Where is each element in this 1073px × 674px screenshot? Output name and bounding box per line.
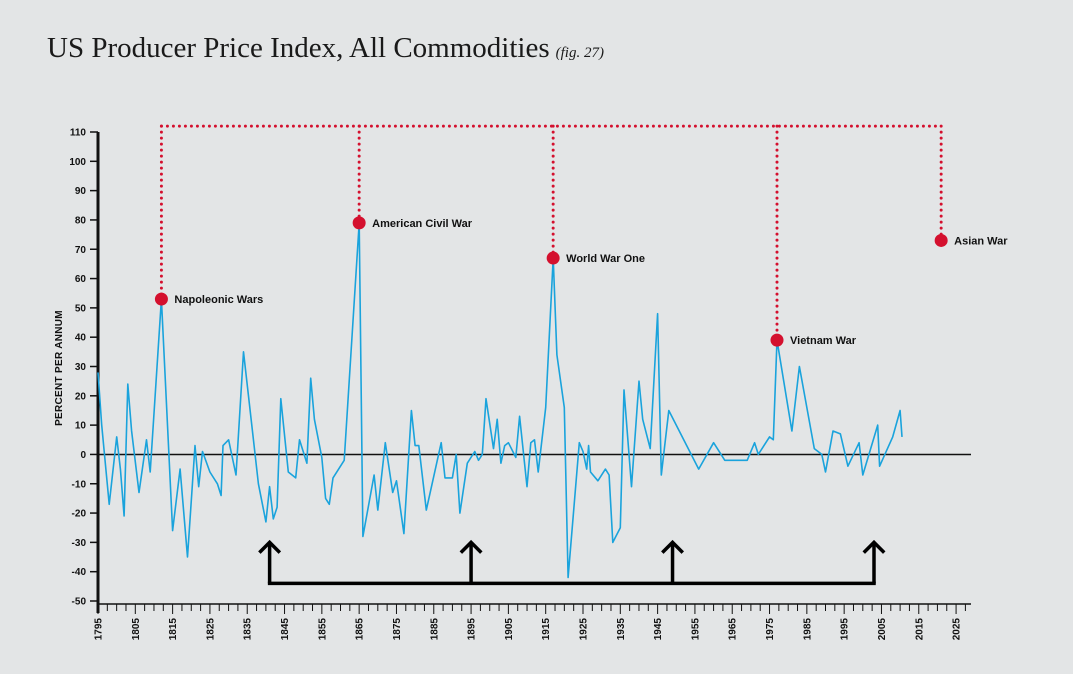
y-tick-label: 30 (75, 362, 87, 373)
x-tick-label: 1885 (429, 618, 440, 641)
y-tick-label: 20 (75, 391, 87, 402)
event-marker (154, 292, 168, 306)
y-tick-label: 90 (75, 186, 87, 197)
cycle-arrow-head (258, 539, 282, 554)
event-marker (934, 233, 948, 247)
event-label: World War One (566, 253, 645, 265)
x-tick-label: 2015 (914, 618, 925, 641)
y-tick-label: 100 (69, 157, 86, 168)
y-tick-label: -50 (72, 597, 87, 608)
event-label: Asian War (954, 235, 1008, 247)
x-tick-label: 1855 (317, 618, 328, 641)
chart-title: US Producer Price Index, All Commodities… (47, 32, 604, 64)
x-tick-label: 1835 (243, 618, 254, 641)
cycle-markers-group (258, 539, 886, 586)
cycle-arrow-head (661, 539, 685, 554)
figure-reference: (fig. 27) (555, 45, 604, 61)
x-tick-label: 1985 (802, 618, 813, 641)
x-tick-label: 1795 (94, 618, 105, 641)
y-tick-label: 10 (75, 421, 87, 432)
x-tick-label: 1955 (690, 618, 701, 641)
x-tick-label: 1895 (467, 618, 478, 641)
x-tick-label: 1945 (653, 618, 664, 641)
x-tick-label: 1815 (168, 618, 179, 641)
x-tick-label: 1965 (728, 618, 739, 641)
x-tick-label: 1805 (131, 618, 142, 641)
event-marker (546, 251, 560, 265)
x-tick-label: 1935 (616, 618, 627, 641)
x-tick-label: 1845 (280, 618, 291, 641)
y-tick-label: -30 (72, 538, 87, 549)
x-tick-label: 1925 (579, 618, 590, 641)
events-group: Napoleonic Wars American Civil War World W… (154, 124, 1008, 347)
x-tick-label: 1865 (355, 618, 366, 641)
x-tick-label: 1905 (504, 618, 515, 641)
x-tick-label: 2025 (952, 618, 963, 641)
y-tick-label: 70 (75, 245, 87, 256)
series-group (97, 222, 903, 579)
event-marker (770, 333, 784, 347)
cycle-arrow-head (459, 539, 483, 554)
x-tick-label: 2005 (877, 618, 888, 641)
event-label: Napoleonic Wars (174, 294, 263, 306)
event-marker (352, 216, 366, 230)
y-axis-label: PERCENT PER ANNUM (54, 310, 65, 426)
event-label: American Civil War (372, 218, 473, 230)
x-tick-label: 1875 (392, 618, 403, 641)
axes-group: 1101009080706050403020100-10-20-30-40-50… (69, 128, 971, 641)
x-tick-label: 1915 (541, 618, 552, 641)
y-tick-label: 80 (75, 215, 87, 226)
y-tick-label: 110 (70, 128, 87, 139)
x-tick-label: 1995 (840, 618, 851, 641)
y-tick-label: -40 (72, 567, 87, 578)
y-tick-label: 40 (75, 333, 87, 344)
x-tick-label: 1825 (205, 618, 216, 641)
y-tick-label: -10 (72, 479, 87, 490)
cycle-arrow-head (862, 539, 886, 554)
y-tick-label: 50 (75, 303, 87, 314)
y-tick-label: 0 (80, 450, 86, 461)
event-label: Vietnam War (790, 335, 857, 347)
series-line (97, 222, 903, 579)
y-tick-label: 60 (75, 274, 87, 285)
x-tick-label: 1975 (765, 618, 776, 641)
y-tick-label: -20 (72, 509, 87, 520)
